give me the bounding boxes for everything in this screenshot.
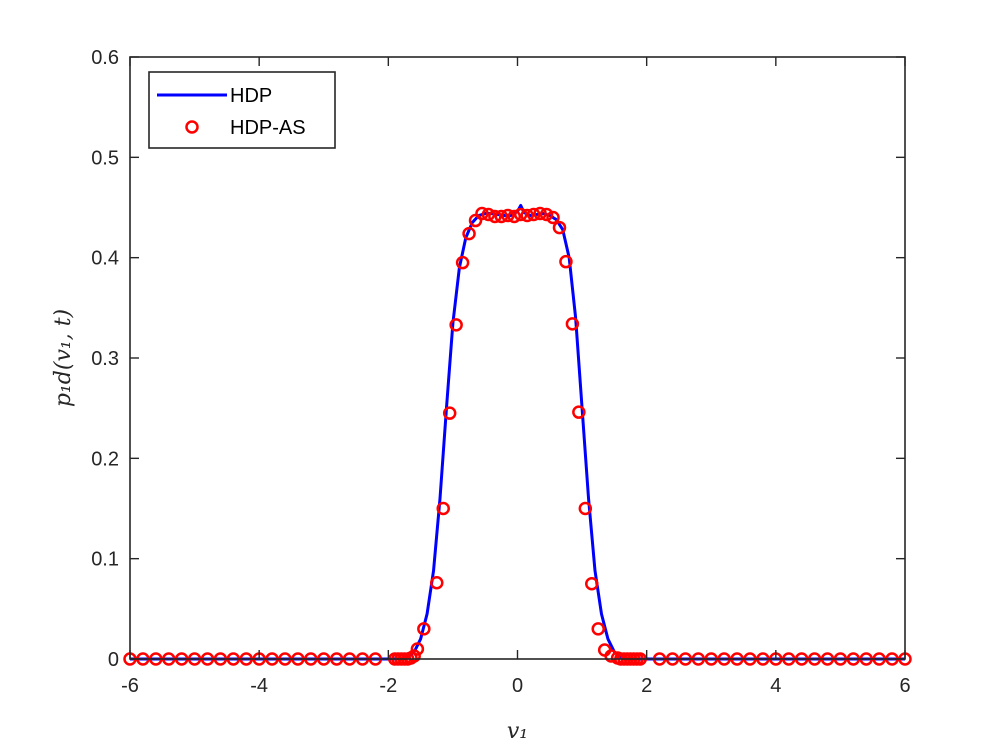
data-point-hdp-as xyxy=(546,210,560,225)
x-tick-label: -2 xyxy=(379,675,397,697)
y-tick-label: 0.1 xyxy=(91,549,119,571)
data-point-hdp-as xyxy=(449,318,463,332)
data-point-hdp-as xyxy=(559,254,573,269)
data-point-hdp-as xyxy=(565,317,580,331)
y-tick-label: 0.2 xyxy=(91,448,119,470)
y-tick-label: 0.3 xyxy=(91,348,119,370)
y-tick-label: 0.6 xyxy=(91,47,119,69)
legend-label-hdp: HDP xyxy=(230,85,272,107)
y-tick-label: 0.5 xyxy=(91,147,119,169)
legend: HDP HDP-AS xyxy=(148,71,336,149)
legend-marker-sample xyxy=(185,120,199,134)
data-point-hdp-as xyxy=(533,206,547,221)
data-point-hdp-as xyxy=(591,622,605,636)
y-tick-label: 0.4 xyxy=(91,248,119,270)
data-point-hdp-as xyxy=(455,255,470,270)
x-tick-label: 0 xyxy=(512,675,523,697)
data-point-hdp-as xyxy=(417,622,431,636)
y-axis-label: p₁d(v₁, t) xyxy=(51,309,76,407)
x-tick-label: 4 xyxy=(770,675,781,697)
data-point-hdp-as xyxy=(520,208,534,223)
data-point-hdp-as xyxy=(507,209,522,224)
data-point-hdp-as xyxy=(442,406,457,420)
x-axis-label: v₁ xyxy=(507,719,528,744)
data-point-hdp-as xyxy=(552,220,567,235)
data-point-hdp-as xyxy=(513,207,528,222)
data-point-hdp-as xyxy=(430,576,444,590)
data-point-hdp-as xyxy=(488,209,502,224)
ticks-layer: -6 -4 -2 0 2 4 6 0 0.1 0.2 0.3 0.4 0.5 0.6 xyxy=(91,47,910,697)
x-tick-label: -4 xyxy=(250,675,268,697)
data-point-hdp-as xyxy=(407,649,421,663)
data-point-hdp-as xyxy=(539,207,554,222)
legend-label-hdp-as: HDP-AS xyxy=(230,117,306,139)
x-tick-label: 6 xyxy=(899,675,910,697)
data-point-hdp-as xyxy=(436,501,450,516)
legend-box xyxy=(148,71,336,149)
data-point-hdp-as xyxy=(475,206,489,221)
data-point-hdp-as xyxy=(572,405,586,419)
data-point-hdp-as xyxy=(526,207,541,222)
x-tick-label: -6 xyxy=(121,675,139,697)
data-point-hdp-as xyxy=(410,642,425,656)
data-point-hdp-as xyxy=(481,207,496,222)
data-point-hdp-as xyxy=(462,226,476,241)
x-tick-label: 2 xyxy=(641,675,652,697)
plot-area xyxy=(130,57,905,659)
data-point-hdp-as xyxy=(578,501,593,516)
data-point-hdp-as xyxy=(494,209,509,224)
y-tick-label: 0 xyxy=(108,649,119,671)
data-point-hdp-as xyxy=(501,208,515,223)
data-point-hdp-as xyxy=(585,577,599,591)
